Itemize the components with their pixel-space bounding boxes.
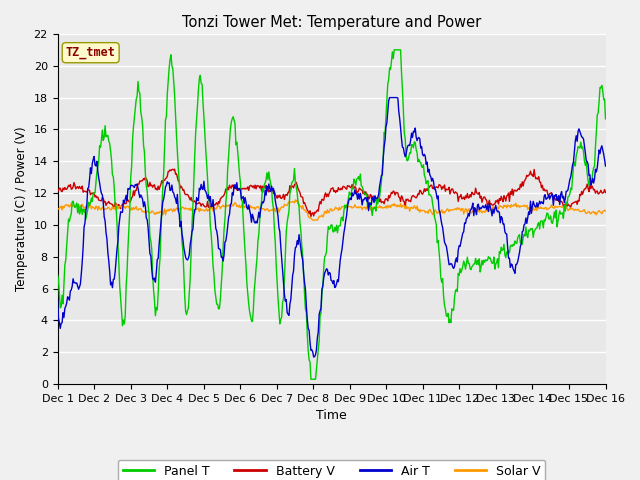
Legend: Panel T, Battery V, Air T, Solar V: Panel T, Battery V, Air T, Solar V [118,460,545,480]
Text: TZ_tmet: TZ_tmet [66,46,116,59]
Title: Tonzi Tower Met: Temperature and Power: Tonzi Tower Met: Temperature and Power [182,15,481,30]
Y-axis label: Temperature (C) / Power (V): Temperature (C) / Power (V) [15,127,28,291]
X-axis label: Time: Time [316,409,347,422]
